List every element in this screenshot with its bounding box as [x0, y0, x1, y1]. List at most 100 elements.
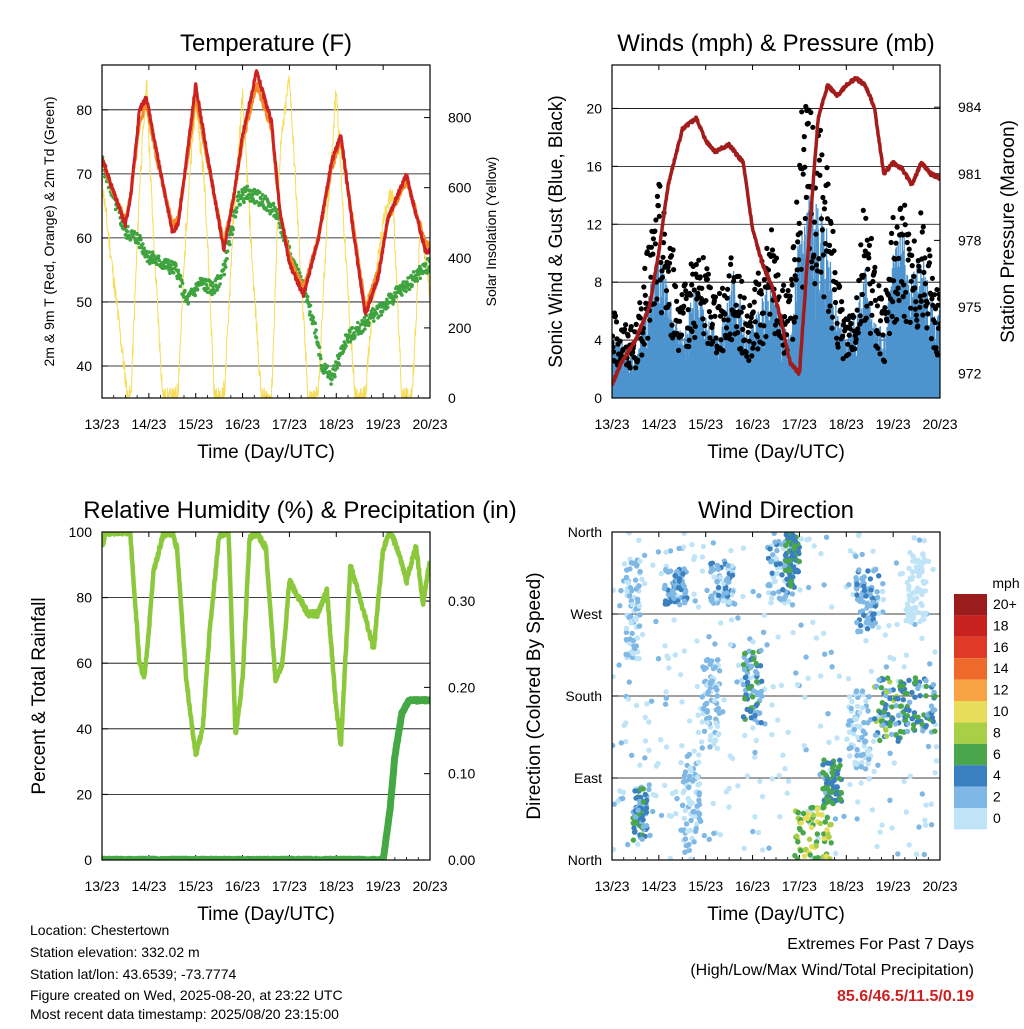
gust-point: [867, 330, 874, 336]
gust-point: [743, 349, 749, 355]
direction-point: [910, 598, 916, 604]
direction-point: [810, 619, 816, 625]
gust-point: [755, 270, 761, 276]
direction-point: [910, 726, 917, 732]
direction-point: [769, 595, 775, 601]
dewpoint-point: [374, 311, 379, 316]
direction-point: [828, 760, 834, 766]
gust-point: [793, 314, 799, 320]
plot-frame: [611, 531, 941, 861]
colorbar-swatch: [954, 701, 987, 723]
direction-point: [625, 652, 631, 658]
direction-point: [776, 589, 782, 595]
direction-point: [643, 805, 650, 811]
direction-point: [680, 790, 686, 796]
dewpoint-point: [363, 327, 367, 331]
direction-point: [688, 817, 694, 824]
direction-point: [641, 552, 648, 559]
direction-point: [630, 837, 637, 843]
direction-point: [853, 688, 859, 695]
direction-point: [627, 613, 634, 619]
direction-point: [810, 812, 816, 818]
direction-point: [703, 665, 709, 671]
direction-point: [831, 777, 837, 784]
direction-point: [837, 757, 843, 763]
gust-point: [797, 230, 803, 236]
direction-point: [735, 615, 741, 621]
direction-point: [628, 560, 635, 566]
y2-tick-label: 975: [958, 299, 982, 315]
gust-point: [700, 316, 706, 322]
dewpoint-point: [193, 293, 197, 298]
direction-point: [871, 768, 877, 775]
direction-series: [612, 532, 940, 860]
gust-point: [869, 312, 875, 318]
direction-point: [903, 706, 909, 713]
dewpoint-point: [314, 336, 319, 340]
gust-point: [701, 331, 707, 337]
direction-point: [923, 802, 929, 808]
direction-point: [735, 662, 742, 668]
gust-point: [708, 314, 714, 320]
gust-point: [652, 241, 659, 247]
direction-point: [904, 713, 910, 719]
x-tick-label: 18/23: [829, 878, 864, 894]
direction-point: [912, 680, 918, 686]
direction-point: [854, 592, 860, 598]
direction-point: [680, 571, 686, 577]
dewpoint-point: [329, 382, 333, 386]
direction-point: [867, 591, 873, 598]
wind-line: [612, 195, 940, 398]
direction-point: [766, 845, 772, 851]
direction-point: [915, 557, 921, 563]
direction-point: [887, 797, 893, 803]
chart-title: Wind Direction: [698, 497, 854, 524]
dewpoint-point: [236, 198, 240, 203]
direction-point: [754, 670, 760, 677]
gust-point: [855, 326, 861, 332]
direction-point: [771, 590, 777, 596]
direction-point: [772, 578, 778, 585]
direction-point: [919, 635, 925, 642]
gust-point: [909, 252, 915, 258]
dewpoint-point: [127, 233, 132, 238]
gust-point: [744, 313, 750, 319]
direction-point: [747, 675, 753, 681]
gust-point: [886, 330, 893, 337]
gust-point: [852, 346, 858, 352]
y2-tick-label: 600: [448, 180, 472, 196]
direction-point: [663, 695, 669, 701]
direction-point: [851, 726, 857, 733]
gust-point: [686, 337, 692, 343]
direction-point: [860, 728, 866, 734]
dewpoint-point: [216, 284, 221, 289]
direction-point: [633, 795, 639, 801]
pressure-line: [612, 76, 940, 386]
dewpoint-point: [327, 370, 332, 374]
gust-point: [922, 281, 929, 287]
gust-point: [741, 295, 747, 301]
x-tick-label: 14/23: [641, 416, 676, 432]
gust-point: [764, 245, 770, 251]
gust-point: [868, 235, 875, 242]
dewpoint-point: [426, 269, 430, 273]
direction-point: [707, 661, 713, 667]
recent-data-text: Most recent data timestamp: 2025/08/20 2…: [30, 1006, 339, 1022]
direction-point: [662, 782, 668, 789]
direction-point: [623, 574, 630, 581]
direction-point: [803, 846, 809, 853]
x-tick-label: 18/23: [829, 416, 864, 432]
x-tick-label: 19/23: [876, 878, 911, 894]
direction-point: [666, 665, 672, 671]
direction-point: [760, 629, 767, 635]
gust-point: [750, 345, 756, 351]
direction-point: [768, 600, 774, 606]
direction-point: [694, 821, 700, 827]
direction-point: [694, 683, 700, 690]
gust-point: [744, 353, 750, 359]
y2-tick-label: 800: [448, 110, 472, 126]
gust-point: [884, 318, 890, 324]
location-text: Location: Chestertown: [30, 922, 170, 938]
direction-point: [838, 789, 844, 796]
direction-point: [892, 721, 899, 727]
